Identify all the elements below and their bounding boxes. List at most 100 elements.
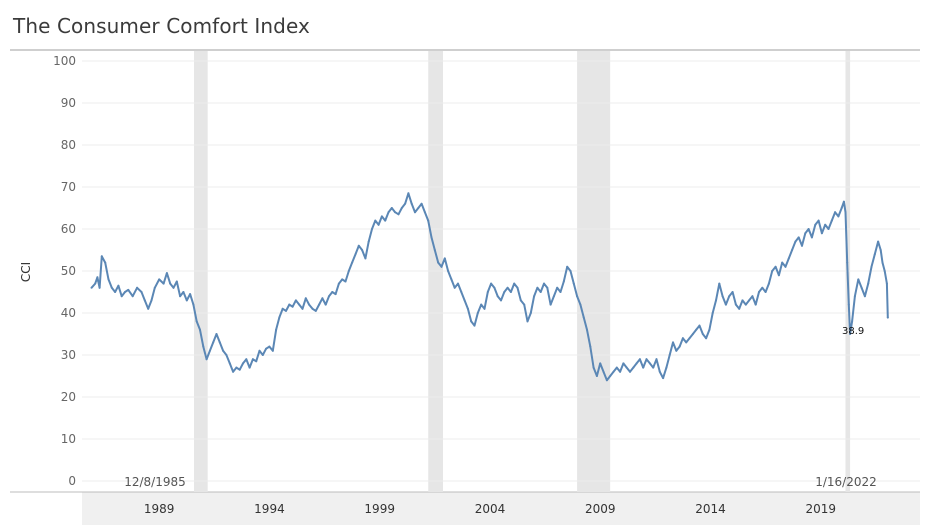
- data-point: [566, 265, 569, 268]
- data-point: [625, 366, 628, 369]
- data-point: [131, 295, 134, 298]
- data-point: [107, 278, 110, 281]
- data-point: [629, 370, 631, 373]
- data-point: [104, 261, 107, 264]
- data-point: [701, 333, 704, 335]
- data-point: [275, 328, 278, 331]
- data-point: [744, 303, 747, 306]
- data-point: [817, 219, 820, 222]
- data-point: [384, 219, 387, 222]
- data-point: [827, 228, 830, 230]
- data-point: [453, 286, 456, 289]
- data-point: [506, 286, 509, 289]
- data-point: [718, 282, 721, 285]
- data-point: [791, 249, 794, 251]
- data-point: [387, 211, 390, 214]
- data-point: [344, 280, 347, 283]
- data-point: [612, 370, 615, 373]
- data-point: [420, 202, 423, 205]
- data-point: [94, 282, 97, 285]
- data-point: [777, 274, 780, 277]
- data-point: [331, 291, 334, 293]
- data-point: [814, 223, 817, 226]
- data-point: [334, 293, 337, 296]
- data-point: [698, 324, 701, 327]
- data-point: [619, 370, 622, 373]
- data-point: [258, 349, 261, 352]
- data-point: [397, 213, 400, 216]
- data-point: [490, 282, 493, 285]
- data-point: [483, 307, 486, 310]
- data-point: [308, 303, 311, 306]
- data-point: [860, 286, 863, 289]
- data-point: [576, 295, 579, 298]
- data-point: [662, 377, 665, 380]
- data-point: [572, 282, 575, 285]
- end-value-label: 38.9: [842, 326, 864, 337]
- data-point: [695, 328, 698, 331]
- data-point: [715, 299, 717, 302]
- data-point: [801, 244, 803, 247]
- data-point: [212, 341, 215, 344]
- data-point: [324, 303, 327, 306]
- data-point: [476, 312, 479, 314]
- data-point: [658, 370, 661, 373]
- data-point: [414, 211, 416, 214]
- data-point: [526, 320, 529, 323]
- x-tick-label: 2019: [805, 502, 836, 516]
- data-point: [536, 286, 539, 289]
- data-point: [460, 291, 463, 293]
- y-tick-label: 70: [61, 180, 76, 194]
- gridlines: [82, 60, 920, 482]
- data-point: [523, 303, 526, 306]
- data-point: [881, 261, 884, 264]
- data-point: [443, 257, 446, 260]
- data-point: [341, 278, 344, 281]
- data-point: [440, 265, 443, 268]
- data-point: [685, 341, 688, 344]
- data-point: [688, 337, 691, 340]
- x-tick-label: 1989: [144, 502, 175, 516]
- data-point: [638, 358, 641, 361]
- data-point: [473, 324, 476, 327]
- data-point: [394, 211, 397, 214]
- data-point: [751, 295, 754, 298]
- data-point: [493, 286, 496, 289]
- y-tick-label: 90: [61, 96, 76, 110]
- x-tick-label: 2009: [585, 502, 616, 516]
- data-point: [543, 282, 545, 285]
- data-point: [140, 291, 143, 293]
- data-point: [245, 358, 248, 361]
- data-point: [731, 291, 734, 293]
- y-tick-label: 40: [61, 306, 76, 320]
- data-point: [404, 202, 407, 205]
- data-point: [165, 272, 168, 275]
- data-point: [361, 249, 364, 251]
- x-axis-band: [82, 492, 920, 525]
- data-point: [794, 240, 797, 243]
- data-point: [189, 293, 192, 296]
- data-point: [879, 249, 882, 251]
- data-point: [265, 347, 268, 350]
- data-point: [100, 255, 103, 258]
- data-point: [529, 312, 532, 314]
- page-title: The Consumer Comfort Index: [13, 14, 310, 38]
- data-point: [463, 299, 466, 302]
- data-point: [147, 307, 150, 310]
- data-point: [380, 215, 383, 218]
- data-point: [711, 312, 714, 314]
- data-point: [797, 236, 800, 239]
- data-point: [820, 232, 823, 235]
- data-point: [830, 219, 833, 222]
- data-point: [622, 362, 625, 365]
- data-point: [665, 366, 668, 369]
- data-point: [602, 370, 605, 373]
- data-point: [569, 270, 572, 272]
- data-point: [840, 207, 843, 209]
- data-point: [724, 303, 727, 306]
- data-point: [767, 282, 770, 285]
- data-point: [291, 305, 294, 308]
- x-axis-ticks: 1989 1994 1999 2004 2009 2014 2019: [144, 502, 836, 516]
- data-point: [496, 295, 499, 298]
- x-tick-label: 2014: [695, 502, 726, 516]
